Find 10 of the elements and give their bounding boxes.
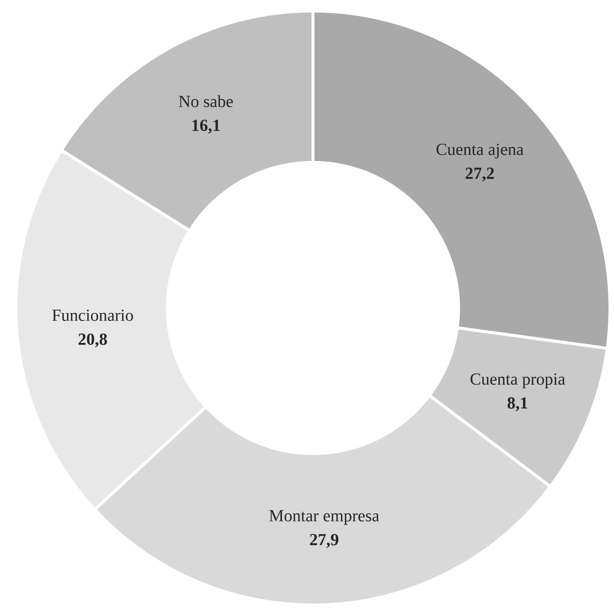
slice-label: Cuenta ajena <box>436 144 524 159</box>
slice-label: No sabe <box>178 95 233 108</box>
slice-label: Funcionario <box>52 310 133 321</box>
data-label: 27,9 <box>310 534 338 548</box>
data-label: 27,2 <box>466 168 494 182</box>
slice-label: Cuenta propia <box>470 373 566 388</box>
slice-label: Montar empresa <box>269 510 380 525</box>
data-label: 8,1 <box>508 397 528 412</box>
data-label: 20,8 <box>78 333 107 348</box>
data-label: 16,1 <box>192 120 220 134</box>
